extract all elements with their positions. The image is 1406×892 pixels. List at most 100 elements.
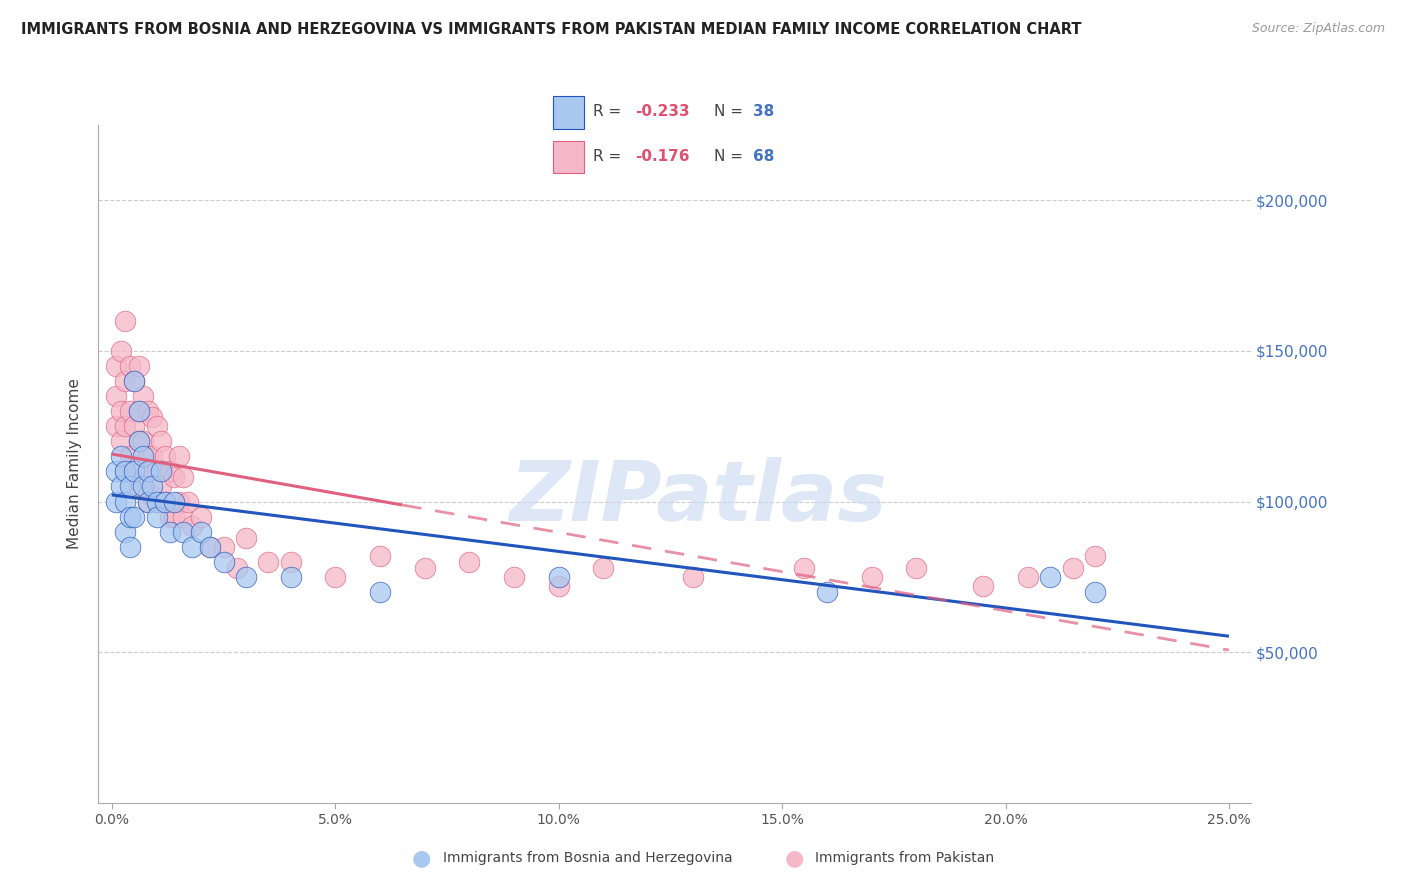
Point — [190, 524, 212, 539]
Point — [547, 579, 569, 593]
Point — [114, 374, 136, 388]
Point — [145, 419, 167, 434]
Point — [682, 570, 704, 584]
Text: Immigrants from Bosnia and Herzegovina: Immigrants from Bosnia and Herzegovina — [443, 851, 733, 865]
Point — [155, 450, 177, 464]
Point — [105, 464, 128, 478]
Point — [136, 404, 159, 418]
Point — [122, 419, 145, 434]
Text: IMMIGRANTS FROM BOSNIA AND HERZEGOVINA VS IMMIGRANTS FROM PAKISTAN MEDIAN FAMILY: IMMIGRANTS FROM BOSNIA AND HERZEGOVINA V… — [21, 22, 1081, 37]
Point — [280, 570, 302, 584]
Point — [547, 570, 569, 584]
Point — [181, 540, 204, 554]
Point — [212, 540, 235, 554]
Point — [136, 494, 159, 508]
Point — [149, 479, 172, 493]
Point — [110, 404, 132, 418]
Point — [128, 404, 150, 418]
Point — [105, 359, 128, 373]
Point — [122, 464, 145, 478]
Point — [145, 494, 167, 508]
Point — [413, 561, 436, 575]
Point — [167, 450, 190, 464]
Point — [198, 540, 221, 554]
Point — [368, 549, 391, 563]
Point — [110, 434, 132, 449]
Point — [905, 561, 928, 575]
Point — [105, 419, 128, 434]
Point — [1017, 570, 1039, 584]
Point — [114, 524, 136, 539]
Point — [132, 470, 155, 484]
Text: Source: ZipAtlas.com: Source: ZipAtlas.com — [1251, 22, 1385, 36]
Point — [1084, 549, 1107, 563]
Text: 38: 38 — [754, 104, 775, 120]
Point — [145, 464, 167, 478]
Point — [132, 479, 155, 493]
Point — [110, 450, 132, 464]
Point — [163, 509, 186, 524]
Point — [141, 488, 163, 502]
Point — [136, 450, 159, 464]
Point — [815, 585, 838, 599]
Point — [118, 479, 141, 493]
Point — [155, 494, 177, 508]
Point — [105, 389, 128, 403]
Text: -0.233: -0.233 — [636, 104, 690, 120]
Point — [118, 404, 141, 418]
Point — [167, 494, 190, 508]
FancyBboxPatch shape — [554, 141, 583, 173]
Text: ZIPatlas: ZIPatlas — [509, 458, 887, 538]
Point — [132, 389, 155, 403]
Text: N =: N = — [714, 149, 742, 164]
Point — [114, 464, 136, 478]
Text: N =: N = — [714, 104, 742, 120]
Point — [172, 470, 194, 484]
Point — [145, 509, 167, 524]
Point — [110, 479, 132, 493]
Point — [226, 561, 249, 575]
Point — [177, 494, 200, 508]
Point — [122, 374, 145, 388]
Point — [114, 464, 136, 478]
Point — [136, 464, 159, 478]
Point — [159, 524, 181, 539]
Point — [141, 479, 163, 493]
Point — [1039, 570, 1062, 584]
Point — [149, 434, 172, 449]
Text: ●: ● — [785, 848, 804, 868]
Point — [132, 450, 155, 464]
Point — [172, 509, 194, 524]
Point — [190, 509, 212, 524]
Text: ●: ● — [412, 848, 432, 868]
Point — [1062, 561, 1084, 575]
Point — [128, 434, 150, 449]
Point — [159, 509, 181, 524]
Point — [458, 555, 481, 569]
Point — [592, 561, 614, 575]
Point — [118, 450, 141, 464]
Point — [128, 359, 150, 373]
Point — [149, 464, 172, 478]
Point — [114, 419, 136, 434]
Point — [972, 579, 994, 593]
Point — [118, 359, 141, 373]
Y-axis label: Median Family Income: Median Family Income — [67, 378, 83, 549]
Point — [110, 343, 132, 358]
Point — [793, 561, 815, 575]
Point — [141, 450, 163, 464]
Point — [118, 509, 141, 524]
Text: -0.176: -0.176 — [636, 149, 689, 164]
Point — [198, 540, 221, 554]
Text: R =: R = — [593, 149, 621, 164]
Point — [181, 518, 204, 533]
Point — [122, 464, 145, 478]
Point — [503, 570, 526, 584]
Text: R =: R = — [593, 104, 621, 120]
Point — [122, 509, 145, 524]
Point — [235, 531, 257, 545]
Point — [141, 410, 163, 425]
Point — [145, 494, 167, 508]
Point — [280, 555, 302, 569]
Point — [860, 570, 883, 584]
